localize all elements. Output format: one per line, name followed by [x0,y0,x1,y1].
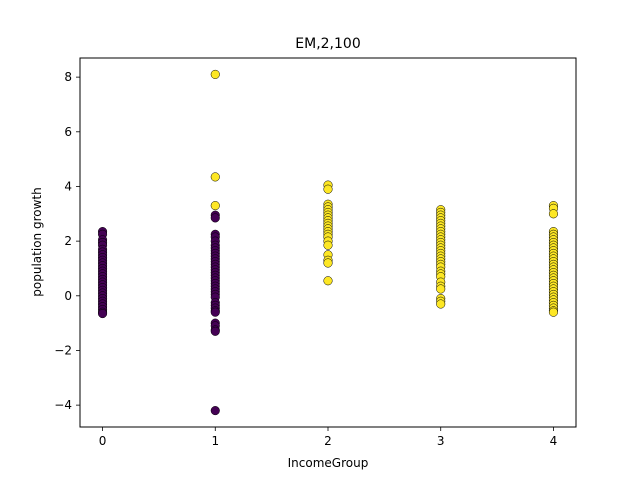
scatter-point [210,201,220,211]
scatter-point [98,309,108,319]
scatter-point [323,240,333,250]
x-tick-label: 2 [324,434,332,448]
scatter-point [548,209,559,219]
y-tick-label: 6 [64,125,72,139]
x-tick-label: 4 [550,434,558,448]
x-tick-label: 3 [437,434,445,448]
scatter-point [323,184,333,194]
scatter-point [210,172,220,182]
x-axis-label: IncomeGroup [288,456,369,470]
scatter-point [210,326,220,336]
y-tick-label: 4 [64,179,72,193]
scatter-point [210,406,220,416]
x-tick-label: 0 [99,434,107,448]
y-tick-label: 2 [64,234,72,248]
y-axis-label: population growth [30,187,44,296]
y-tick-label: 8 [64,70,72,84]
scatter-point [548,307,559,317]
y-tick-label: −2 [54,343,72,357]
x-axis-ticks: 0 1 2 3 4 [99,427,558,448]
scatter-point [210,69,220,79]
scatter-point [323,258,333,268]
y-tick-label: 0 [64,289,72,303]
scatter-point [436,284,446,294]
y-tick-label: −4 [54,398,72,412]
scatter-point [210,307,220,317]
scatter-point [210,213,220,223]
chart-title: EM,2,100 [295,36,360,52]
x-tick-label: 1 [211,434,219,448]
scatter-point [436,299,446,309]
y-axis-ticks: −4 −2 0 2 4 6 8 [54,70,80,412]
points-layer [98,69,559,416]
scatter-point [323,276,333,286]
